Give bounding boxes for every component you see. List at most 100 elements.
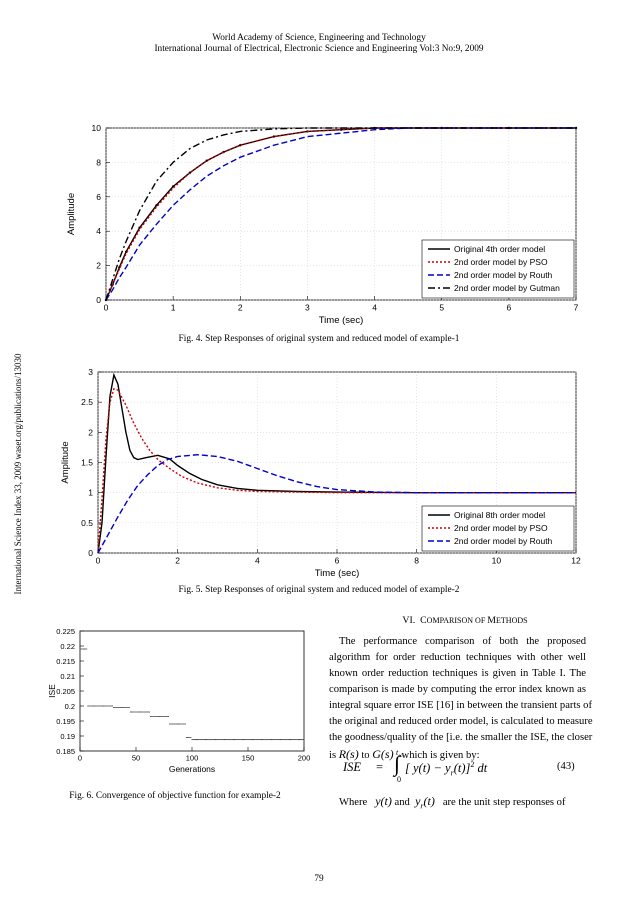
- convergence-point: [228, 739, 230, 741]
- section-title-part2: ETHODS: [496, 616, 528, 625]
- plot-frame: [79, 630, 305, 752]
- convergence-point: [116, 706, 118, 709]
- convergence-point: [258, 739, 260, 741]
- eq-integrand: [ y(t) − yr(t)]2 dt: [405, 760, 487, 778]
- y-tick-label: 0.205: [56, 687, 75, 696]
- section-paragraph: The performance comparison of both the p…: [329, 634, 593, 764]
- convergence-point: [170, 723, 172, 725]
- x-tick-label: 0: [104, 303, 109, 313]
- convergence-point: [269, 739, 271, 741]
- figure-4-caption: Fig. 4. Step Responses of original syste…: [178, 334, 460, 344]
- eq-power: 2: [470, 760, 475, 769]
- x-tick-label: 10: [492, 556, 502, 566]
- convergence-point: [133, 711, 135, 713]
- where-and: and: [394, 797, 410, 808]
- convergence-point: [255, 739, 257, 741]
- convergence-point: [125, 706, 127, 709]
- convergence-point: [268, 739, 270, 741]
- convergence-point: [248, 739, 250, 741]
- convergence-point: [158, 715, 161, 718]
- convergence-point: [192, 739, 194, 741]
- figure-4-chart: 0 1 2 3 4 5 6 7 0 2 4 6 8 10 Time (sec) Amplitude Origin…: [66, 123, 579, 326]
- convergence-point: [175, 723, 177, 725]
- convergence-point: [146, 711, 148, 713]
- x-tick-label: 1: [171, 303, 176, 313]
- para-line-3: known order reduction techniques is give…: [329, 668, 586, 679]
- series-line-4: [105, 127, 576, 301]
- convergence-point: [111, 705, 114, 707]
- convergence-point: [297, 739, 299, 741]
- convergence-point: [96, 705, 98, 707]
- convergence-point: [153, 715, 155, 718]
- convergence-point: [279, 739, 282, 741]
- y-tick-label: 2: [96, 261, 101, 271]
- y-tick-label: 0.5: [81, 518, 93, 528]
- convergence-point: [163, 715, 165, 718]
- convergence-point: [218, 739, 220, 741]
- convergence-point: [241, 739, 243, 741]
- symbol-y-t: y(t): [375, 794, 392, 808]
- convergence-point: [118, 706, 120, 709]
- convergence-point: [82, 648, 84, 650]
- eq-dt: dt: [474, 761, 488, 776]
- convergence-point: [165, 715, 167, 718]
- convergence-point: [129, 711, 131, 713]
- y-tick-label: 0: [96, 295, 101, 305]
- convergence-point: [210, 739, 212, 741]
- convergence-point: [237, 739, 239, 741]
- section-heading: VI. COMPARISON OF METHODS: [330, 615, 600, 626]
- symbol-yr-end: (t): [423, 794, 435, 808]
- convergence-point: [212, 739, 214, 741]
- convergence-point: [229, 739, 231, 741]
- para-line-4: comparison is made by computing the erro…: [329, 684, 586, 695]
- x-tick-label: 12: [571, 556, 581, 566]
- convergence-point: [287, 739, 289, 741]
- para-line-6: the original and reduced order model, is…: [329, 716, 593, 727]
- y-tick-label: 1.5: [81, 458, 93, 468]
- convergence-point: [257, 739, 259, 741]
- x-tick-label: 6: [506, 303, 511, 313]
- para-line-5: integral square error ISE [16] in betwee…: [329, 700, 592, 711]
- convergence-point: [151, 715, 153, 718]
- convergence-point: [259, 739, 261, 741]
- convergence-point: [171, 723, 173, 725]
- x-tick-label: 4: [255, 556, 260, 566]
- convergence-point: [286, 739, 288, 741]
- y-tick-label: 2: [88, 427, 93, 437]
- x-tick-label: 7: [574, 303, 579, 313]
- convergence-point: [277, 739, 279, 741]
- y-tick-label: 4: [96, 226, 101, 236]
- convergence-point: [97, 705, 99, 707]
- convergence-point: [107, 705, 109, 707]
- convergence-point: [95, 705, 97, 707]
- convergence-point: [145, 711, 147, 713]
- series-line-1: [97, 372, 576, 554]
- legend-label-2: 2nd order model by PSO: [454, 523, 548, 533]
- convergence-point: [137, 711, 139, 713]
- series-line-2: [97, 388, 576, 554]
- y-tick-label: 10: [92, 123, 102, 133]
- convergence-point: [124, 706, 126, 709]
- convergence-point: [236, 739, 238, 741]
- convergence-point: [123, 706, 125, 709]
- convergence-point: [285, 739, 287, 741]
- figure-6-chart: 0 50 100 150 200 0.185 0.19 0.195 0.2 0.205 0.21 0.…: [47, 627, 310, 774]
- convergence-point: [174, 723, 176, 725]
- eq-lhs: ISE: [343, 760, 362, 774]
- convergence-point: [167, 715, 170, 718]
- convergence-point: [89, 705, 91, 707]
- convergence-point: [193, 739, 195, 741]
- convergence-point: [291, 739, 293, 741]
- eq-upper-t: t: [396, 748, 399, 757]
- page-number: 79: [314, 874, 324, 884]
- convergence-point: [85, 648, 87, 650]
- y-tick-label: 0.185: [56, 747, 75, 756]
- convergence-point: [104, 705, 106, 707]
- convergence-point: [244, 739, 246, 741]
- convergence-point: [235, 739, 237, 741]
- convergence-point: [164, 715, 166, 718]
- figure-5-caption: Fig. 5. Step Responses of original syste…: [178, 585, 460, 595]
- convergence-point: [195, 739, 198, 741]
- para-line-7: the goodness/quality of the [i.e. the sm…: [329, 732, 593, 743]
- convergence-point: [102, 705, 105, 707]
